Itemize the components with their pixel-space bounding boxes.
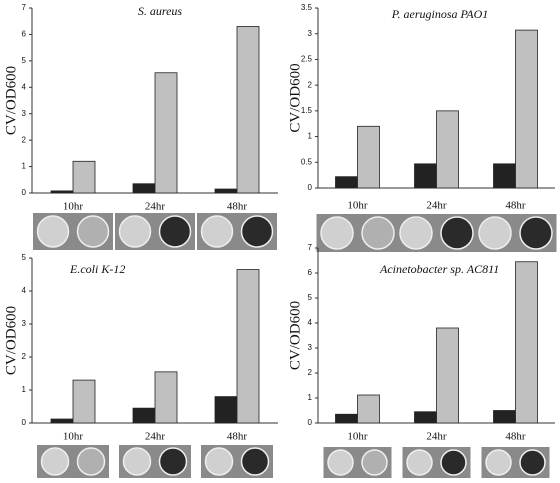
- y-tick-label: 5: [22, 56, 27, 65]
- bar: [154, 72, 178, 194]
- y-tick-label: 5: [308, 293, 313, 302]
- bar: [236, 269, 260, 424]
- well: [485, 449, 512, 476]
- bar: [132, 183, 156, 194]
- bar: [72, 160, 96, 194]
- y-tick-label: 4: [22, 82, 27, 91]
- y-tick-label: 1: [308, 393, 313, 402]
- well: [204, 447, 234, 476]
- bar: [236, 26, 260, 194]
- y-tick-label: 7: [308, 243, 313, 252]
- bar: [357, 394, 380, 424]
- x-tick-label: 10hr: [63, 201, 84, 213]
- y-tick-label: 0: [22, 188, 27, 197]
- x-tick-label: 10hr: [347, 200, 368, 212]
- y-tick-label: 2: [308, 80, 313, 89]
- y-tick-label: 2: [22, 352, 27, 361]
- bar: [154, 371, 178, 424]
- y-tick-label: 1: [22, 162, 27, 171]
- bar: [72, 379, 96, 424]
- y-tick-label: 2.5: [301, 55, 313, 64]
- well: [478, 216, 512, 250]
- bar: [214, 188, 238, 194]
- y-tick-label: 2: [308, 368, 313, 377]
- well: [118, 215, 152, 248]
- x-tick-label: 24hr: [145, 201, 166, 213]
- well: [399, 216, 433, 250]
- y-tick-label: 1: [308, 132, 313, 141]
- bar: [50, 418, 74, 424]
- y-tick-label: 7: [22, 3, 27, 12]
- bar: [493, 163, 516, 189]
- well: [200, 215, 234, 248]
- y-tick-label: 0.5: [301, 157, 313, 166]
- y-tick-label: 3.5: [301, 3, 313, 12]
- y-tick-label: 0: [22, 418, 27, 427]
- well: [406, 449, 433, 476]
- well: [36, 215, 70, 248]
- bar: [335, 413, 358, 424]
- x-tick-label: 24hr: [145, 431, 166, 443]
- well: [158, 447, 188, 476]
- bar: [414, 163, 437, 189]
- chart-title: E.coli K-12: [69, 262, 125, 276]
- bar: [50, 190, 74, 194]
- well: [361, 216, 395, 250]
- well: [122, 447, 152, 476]
- y-axis-label: CV/OD600: [287, 63, 303, 132]
- well: [440, 449, 467, 476]
- y-tick-label: 6: [22, 30, 27, 39]
- chart-title: Acinetobacter sp. AC811: [379, 262, 499, 276]
- bar: [214, 396, 238, 424]
- x-tick-label: 48hr: [505, 200, 526, 212]
- x-tick-label: 24hr: [426, 431, 447, 443]
- bar: [515, 261, 538, 424]
- bar: [493, 410, 516, 424]
- well: [158, 215, 192, 248]
- well: [40, 447, 70, 476]
- bar: [436, 327, 459, 424]
- bar: [132, 407, 156, 424]
- well: [240, 447, 270, 476]
- well: [240, 215, 274, 248]
- well: [76, 215, 110, 248]
- well: [519, 216, 553, 250]
- bar: [335, 176, 358, 189]
- y-tick-label: 1.5: [301, 106, 313, 115]
- y-axis-label: CV/OD600: [287, 301, 303, 370]
- y-tick-label: 3: [22, 319, 27, 328]
- x-tick-label: 48hr: [505, 431, 526, 443]
- y-tick-label: 0: [308, 183, 313, 192]
- y-tick-label: 0: [308, 418, 313, 427]
- y-tick-label: 3: [22, 109, 27, 118]
- well: [327, 449, 354, 476]
- x-tick-label: 10hr: [347, 431, 368, 443]
- y-tick-label: 1: [22, 385, 27, 394]
- y-tick-label: 4: [22, 286, 27, 295]
- well: [361, 449, 388, 476]
- y-axis-label: CV/OD600: [3, 306, 19, 375]
- well: [76, 447, 106, 476]
- y-axis-label: CV/OD600: [3, 66, 19, 135]
- well: [519, 449, 546, 476]
- chart-title: P. aeruginosa PAO1: [391, 7, 489, 21]
- chart-title: S. aureus: [138, 4, 183, 18]
- y-tick-label: 3: [308, 29, 313, 38]
- x-tick-label: 48hr: [227, 201, 248, 213]
- y-tick-label: 6: [308, 268, 313, 277]
- bar: [414, 411, 437, 424]
- x-tick-label: 48hr: [227, 431, 248, 443]
- bar: [357, 125, 380, 189]
- well: [440, 216, 474, 250]
- y-tick-label: 4: [308, 318, 313, 327]
- y-tick-label: 2: [22, 135, 27, 144]
- x-tick-label: 10hr: [63, 431, 84, 443]
- y-tick-label: 3: [308, 343, 313, 352]
- bar: [436, 110, 459, 189]
- x-tick-label: 24hr: [426, 200, 447, 212]
- y-tick-label: 5: [22, 253, 27, 262]
- well: [320, 216, 354, 250]
- bar: [515, 29, 538, 189]
